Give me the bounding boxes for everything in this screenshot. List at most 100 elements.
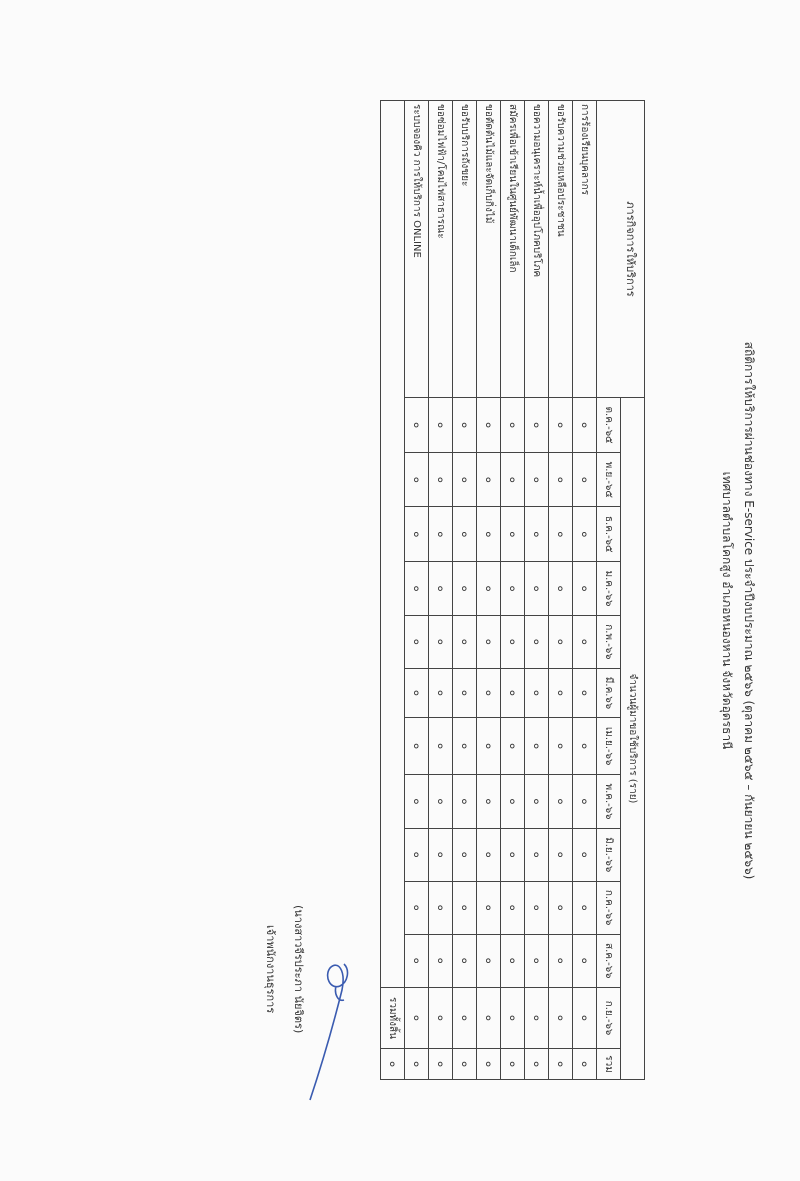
count-cell: ๐ [572, 774, 597, 829]
count-cell: ๐ [572, 881, 597, 935]
month-header: รวม [596, 1048, 621, 1080]
count-cell: ๐ [452, 774, 477, 829]
count-cell: ๐ [452, 561, 477, 616]
month-header: พ.ค.-๖๖ [596, 774, 621, 829]
total-value: ๐ [380, 1048, 405, 1080]
table-row: ขอซ่อมไฟฟ้า/โคมไฟสาธารณะ๐๐๐๐๐๐๐๐๐๐๐๐๐ [428, 100, 453, 1080]
count-cell: ๐ [524, 987, 549, 1049]
task-name: ขอรับบริการถังขยะ [452, 100, 477, 398]
statistics-table: ภารกิจการให้บริการ จำนวนผู้มาขอใช้บริการ… [380, 100, 645, 1080]
count-cell: ๐ [428, 934, 453, 988]
count-cell: ๐ [572, 452, 597, 507]
count-cell: ๐ [476, 668, 501, 718]
count-cell: ๐ [452, 828, 477, 882]
table-row: การร้องเรียนบุคลากร๐๐๐๐๐๐๐๐๐๐๐๐๐ [572, 100, 597, 1080]
month-header: เม.ย.-๖๖ [596, 717, 621, 775]
count-cell: ๐ [428, 717, 453, 775]
count-cell: ๐ [524, 452, 549, 507]
task-name: ขอความอนุเคราะห์น้ำเพื่ออุปโภคบริโภค [524, 100, 549, 398]
count-cell: ๐ [548, 615, 573, 669]
count-cell: ๐ [428, 774, 453, 829]
table-row: ขอรับความช่วยเหลือประชาชน๐๐๐๐๐๐๐๐๐๐๐๐๐ [548, 100, 573, 1080]
month-header: ม.ค.-๖๖ [596, 561, 621, 616]
task-name: สมัครเพื่อเข้าเรียนในศูนย์พัฒนาเด็กเล็ก [500, 100, 525, 398]
count-cell: ๐ [404, 828, 429, 882]
count-cell: ๐ [572, 717, 597, 775]
count-cell: ๐ [548, 774, 573, 829]
month-header: ต.ค.-๖๕ [596, 397, 621, 453]
count-cell: ๐ [428, 881, 453, 935]
count-cell: ๐ [404, 397, 429, 453]
count-cell: ๐ [572, 828, 597, 882]
count-cell: ๐ [428, 397, 453, 453]
count-cell: ๐ [500, 615, 525, 669]
count-header: จำนวนผู้มาขอใช้บริการ (ราย) [620, 397, 645, 1080]
signature-image [309, 963, 349, 1101]
total-spacer [380, 100, 405, 988]
count-cell: ๐ [476, 452, 501, 507]
task-name: ขอตัดต้นไม้และจัดเก็บกิ่งไม้ [476, 100, 501, 398]
count-cell: ๐ [428, 1048, 453, 1080]
count-cell: ๐ [428, 561, 453, 616]
count-cell: ๐ [548, 987, 573, 1049]
count-cell: ๐ [524, 717, 549, 775]
count-cell: ๐ [500, 774, 525, 829]
task-name: ขอรับความช่วยเหลือประชาชน [548, 100, 573, 398]
month-header: ก.พ.-๖๖ [596, 615, 621, 669]
document-title: สถิติการให้บริการผ่านช่องทาง E-service ป… [742, 341, 756, 880]
count-cell: ๐ [404, 717, 429, 775]
month-header: ส.ค.-๖๖ [596, 934, 621, 988]
count-cell: ๐ [452, 615, 477, 669]
table-row: ขอรับบริการถังขยะ๐๐๐๐๐๐๐๐๐๐๐๐๐ [452, 100, 477, 1080]
count-cell: ๐ [524, 881, 549, 935]
task-header: ภารกิจการให้บริการ [596, 100, 645, 398]
count-cell: ๐ [452, 934, 477, 988]
count-cell: ๐ [524, 774, 549, 829]
count-cell: ๐ [524, 668, 549, 718]
count-cell: ๐ [404, 1048, 429, 1080]
count-cell: ๐ [404, 561, 429, 616]
count-cell: ๐ [524, 828, 549, 882]
count-cell: ๐ [548, 1048, 573, 1080]
count-cell: ๐ [476, 828, 501, 882]
signatory-name: (นางสาวจีรประภา นัยจิตร) [292, 905, 305, 1034]
count-cell: ๐ [572, 987, 597, 1049]
count-cell: ๐ [476, 774, 501, 829]
count-cell: ๐ [452, 668, 477, 718]
count-cell: ๐ [476, 561, 501, 616]
count-cell: ๐ [476, 1048, 501, 1080]
count-cell: ๐ [428, 668, 453, 718]
count-cell: ๐ [404, 934, 429, 988]
count-cell: ๐ [572, 615, 597, 669]
document-page: สถิติการให้บริการผ่านช่องทาง E-service ป… [264, 100, 756, 1101]
total-label: รวมทั้งสิ้น [380, 987, 405, 1049]
table-row: ขอความอนุเคราะห์น้ำเพื่ออุปโภคบริโภค๐๐๐๐… [524, 100, 549, 1080]
count-cell: ๐ [500, 987, 525, 1049]
count-cell: ๐ [524, 506, 549, 562]
count-cell: ๐ [500, 881, 525, 935]
count-cell: ๐ [548, 934, 573, 988]
count-cell: ๐ [404, 881, 429, 935]
count-cell: ๐ [452, 452, 477, 507]
count-cell: ๐ [476, 881, 501, 935]
count-cell: ๐ [476, 506, 501, 562]
count-cell: ๐ [548, 452, 573, 507]
month-header: ก.ย.-๖๖ [596, 987, 621, 1049]
count-cell: ๐ [548, 561, 573, 616]
count-cell: ๐ [452, 717, 477, 775]
month-header: มี.ค.๖๖ [596, 668, 621, 718]
count-cell: ๐ [548, 668, 573, 718]
count-cell: ๐ [452, 397, 477, 453]
count-cell: ๐ [548, 506, 573, 562]
count-cell: ๐ [500, 668, 525, 718]
count-cell: ๐ [572, 1048, 597, 1080]
count-cell: ๐ [428, 506, 453, 562]
count-cell: ๐ [500, 1048, 525, 1080]
count-cell: ๐ [476, 934, 501, 988]
month-header: มิ.ย.-๖๖ [596, 828, 621, 882]
count-cell: ๐ [500, 452, 525, 507]
count-cell: ๐ [476, 397, 501, 453]
count-cell: ๐ [548, 828, 573, 882]
count-cell: ๐ [572, 934, 597, 988]
count-cell: ๐ [572, 668, 597, 718]
